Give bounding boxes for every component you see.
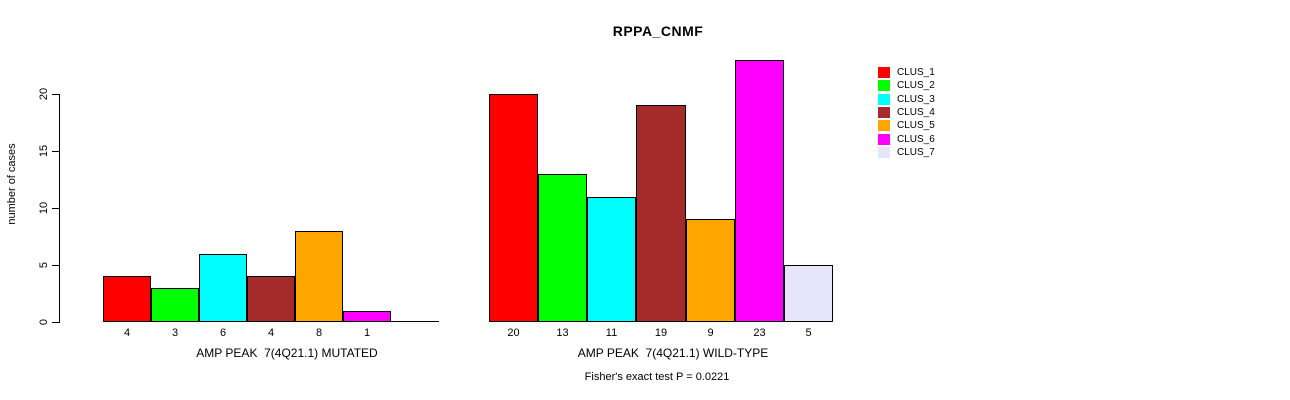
bar-count-label: 23 bbox=[753, 327, 766, 339]
bar-count-label: 11 bbox=[605, 327, 618, 339]
right-panel-x-axis-title: AMP PEAK 7(4Q21.1) WILD-TYPE bbox=[577, 346, 769, 360]
legend-swatch bbox=[878, 120, 890, 131]
legend-item-clus_3: CLUS_3 bbox=[878, 93, 935, 106]
y-tick-label: 0 bbox=[38, 318, 50, 326]
legend-label: CLUS_7 bbox=[897, 147, 935, 158]
legend-item-clus_1: CLUS_1 bbox=[878, 66, 935, 79]
bar-clus_1 bbox=[489, 94, 538, 322]
bar-clus_5 bbox=[686, 219, 735, 322]
bar-clus_1 bbox=[103, 276, 151, 322]
legend-label: CLUS_6 bbox=[897, 134, 935, 145]
bar-count-label: 9 bbox=[707, 327, 714, 339]
bar-clus_2 bbox=[538, 174, 587, 322]
bar-count-label: 4 bbox=[267, 327, 275, 339]
bar-clus_2 bbox=[151, 288, 199, 322]
y-tick-label: 5 bbox=[38, 261, 50, 269]
bar-count-label: 5 bbox=[805, 327, 812, 339]
legend-swatch bbox=[878, 134, 890, 145]
legend-item-clus_2: CLUS_2 bbox=[878, 79, 935, 92]
legend-item-clus_4: CLUS_4 bbox=[878, 106, 935, 119]
legend-swatch bbox=[878, 80, 890, 91]
bar-count-label: 20 bbox=[507, 327, 520, 339]
legend-swatch bbox=[878, 107, 890, 118]
bar-count-label: 4 bbox=[123, 327, 131, 339]
legend-label: CLUS_5 bbox=[897, 120, 935, 131]
y-tick-mark bbox=[52, 208, 59, 209]
legend-item-clus_6: CLUS_6 bbox=[878, 133, 935, 146]
legend-label: CLUS_3 bbox=[897, 94, 935, 105]
y-tick-mark bbox=[52, 151, 59, 152]
legend-swatch bbox=[878, 94, 890, 105]
y-tick-mark bbox=[52, 265, 59, 266]
bar-clus_4 bbox=[247, 276, 295, 322]
bar-count-label: 3 bbox=[171, 327, 179, 339]
bar-clus_6 bbox=[735, 60, 784, 322]
chart-title: RPPA_CNMF bbox=[612, 23, 704, 39]
bar-count-label: 6 bbox=[219, 327, 227, 339]
legend-item-clus_5: CLUS_5 bbox=[878, 119, 935, 132]
bar-clus_7 bbox=[391, 321, 439, 322]
legend-label: CLUS_4 bbox=[897, 107, 935, 118]
y-tick-label: 15 bbox=[38, 144, 50, 158]
legend-swatch bbox=[878, 147, 890, 158]
bar-clus_3 bbox=[199, 254, 247, 322]
bar-count-label: 13 bbox=[556, 327, 569, 339]
bar-clus_7 bbox=[784, 265, 833, 322]
bar-count-label: 1 bbox=[363, 327, 371, 339]
y-tick-label: 20 bbox=[38, 87, 50, 101]
y-axis-title: number of cases bbox=[6, 143, 18, 225]
legend-item-clus_7: CLUS_7 bbox=[878, 146, 935, 159]
bar-count-label: 19 bbox=[654, 327, 668, 339]
legend-swatch bbox=[878, 67, 890, 78]
y-tick-label: 10 bbox=[38, 201, 50, 215]
bar-clus_5 bbox=[295, 231, 343, 322]
fisher-test-note: Fisher's exact test P = 0.0221 bbox=[584, 371, 730, 383]
y-axis-line bbox=[59, 94, 60, 323]
legend-label: CLUS_2 bbox=[897, 80, 935, 91]
y-tick-mark bbox=[52, 94, 59, 95]
legend-label: CLUS_1 bbox=[897, 67, 935, 78]
left-panel-x-axis-title: AMP PEAK 7(4Q21.1) MUTATED bbox=[196, 346, 378, 360]
y-tick-mark bbox=[52, 322, 59, 323]
bar-clus_4 bbox=[636, 105, 686, 322]
bar-count-label: 8 bbox=[315, 327, 323, 339]
bar-clus_6 bbox=[343, 311, 391, 322]
bar-clus_3 bbox=[587, 197, 636, 322]
